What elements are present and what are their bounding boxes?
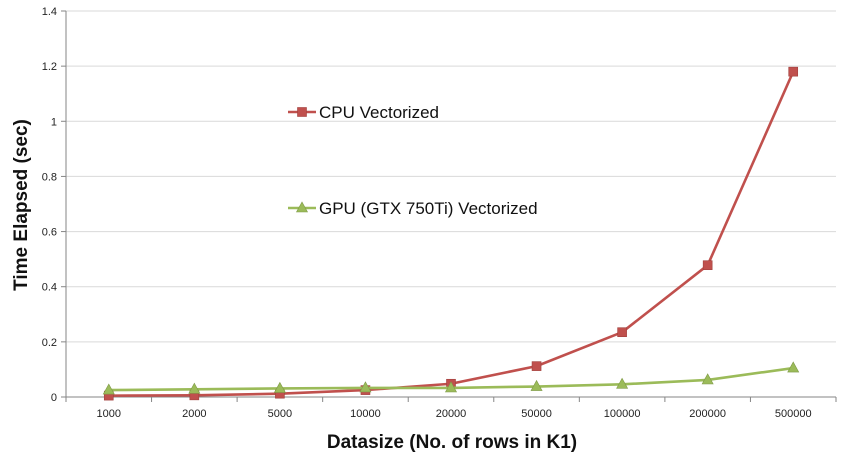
x-tick-label: 1000 [97, 408, 121, 420]
legend-marker [295, 201, 309, 213]
x-tick-label: 20000 [436, 408, 467, 420]
x-tick-label: 5000 [268, 408, 292, 420]
x-tick-label: 2000 [182, 408, 206, 420]
legend-item: CPU Vectorized [288, 103, 439, 122]
x-axis-title: Datasize (No. of rows in K1) [327, 432, 577, 453]
y-tick-label: 1.4 [42, 6, 57, 18]
legend: CPU Vectorized GPU (GTX 750Ti) Vectorized [288, 103, 538, 218]
legend-label: CPU Vectorized [319, 103, 439, 122]
data-point [788, 66, 799, 77]
y-tick-label: 0.6 [42, 227, 57, 239]
legend-label: GPU (GTX 750Ti) Vectorized [319, 199, 538, 218]
series-group [102, 66, 800, 401]
y-tick-label: 0 [51, 392, 57, 404]
x-tick-labels: 1000 2000 5000 10000 20000 50000 100000 200000 5… [97, 408, 812, 420]
y-tick-label: 0.4 [42, 282, 57, 294]
series-1 [102, 361, 800, 395]
data-point [616, 377, 629, 389]
data-point [701, 373, 714, 385]
y-tick-label: 1 [51, 116, 57, 128]
legend-marker [297, 107, 307, 117]
x-tick-label: 200000 [689, 408, 726, 420]
x-tick-label: 100000 [604, 408, 641, 420]
data-point [188, 382, 201, 394]
data-point [444, 381, 458, 393]
legend-item: GPU (GTX 750Ti) Vectorized [288, 199, 538, 218]
y-tick-label: 0.2 [42, 337, 57, 349]
data-point [617, 327, 627, 338]
data-point [787, 361, 800, 373]
y-tick-label: 1.2 [42, 61, 57, 73]
data-point [531, 361, 542, 371]
y-tick-labels: 0 0.2 0.4 0.6 0.8 1 1.2 1.4 [42, 6, 57, 404]
data-point [702, 260, 713, 271]
x-tick-label: 500000 [775, 408, 812, 420]
x-tick-label: 10000 [350, 408, 381, 420]
series-line [108, 71, 795, 397]
data-point [359, 381, 372, 393]
data-point [273, 381, 286, 393]
data-point [530, 379, 543, 391]
series-0 [103, 66, 799, 401]
y-axis-title: Time Elapsed (sec) [11, 119, 32, 291]
y-tick-label: 0.8 [42, 171, 57, 183]
x-tick-label: 50000 [521, 408, 552, 420]
data-point [102, 383, 115, 395]
gridlines [66, 10, 836, 343]
